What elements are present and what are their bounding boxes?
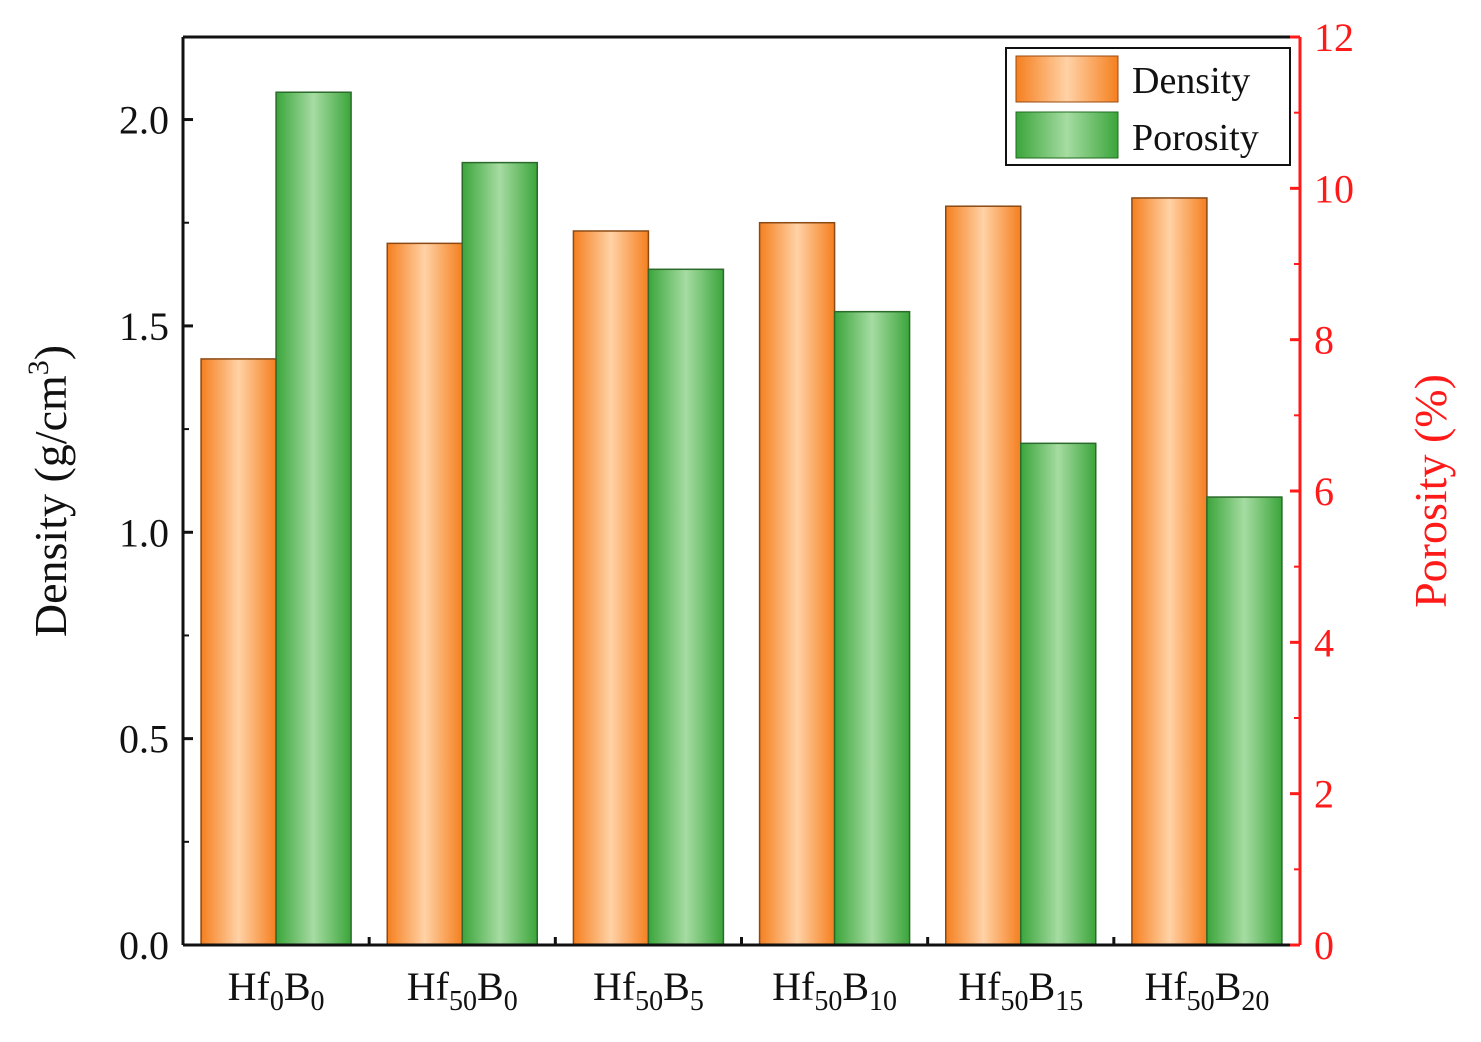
right-tick-label: 2 — [1314, 772, 1334, 817]
category-label: Hf50B10 — [772, 964, 897, 1017]
legend-label-density: Density — [1132, 60, 1250, 102]
left-axis-ticks: 0.0 0.5 1.0 1.5 2.0 — [119, 98, 193, 968]
bar-porosity-2 — [647, 268, 725, 946]
category-label: Hf50B20 — [1144, 964, 1269, 1017]
right-axis-ticks: 0 2 4 6 8 10 12 — [1290, 15, 1354, 968]
bar-porosity-3 — [833, 310, 911, 946]
y-axis-left-title: Density (g/cm3) — [22, 345, 76, 637]
bar-density-0 — [200, 358, 277, 946]
y-axis-right-title: Porosity (%) — [1405, 374, 1456, 608]
bar-porosity-5 — [1206, 496, 1283, 946]
x-axis-ticks: Hf0B0 Hf50B0 Hf50B5 Hf50B10 Hf50B15 Hf50B20 — [228, 937, 1269, 1017]
legend-label-porosity: Porosity — [1132, 117, 1259, 159]
bar-density-4 — [945, 205, 1022, 946]
left-tick-label: 2.0 — [119, 98, 169, 143]
right-tick-label: 12 — [1314, 15, 1354, 60]
right-tick-label: 10 — [1314, 166, 1354, 211]
left-tick-label: 0.5 — [119, 717, 169, 762]
bar-density-2 — [572, 230, 650, 946]
legend-swatch-porosity — [1015, 111, 1119, 159]
category-label: Hf50B0 — [407, 964, 518, 1017]
bar-porosity-0 — [275, 91, 352, 946]
category-label: Hf50B15 — [958, 964, 1083, 1017]
left-tick-label: 0.0 — [119, 923, 169, 968]
bars-layer — [200, 91, 1283, 946]
bar-density-5 — [1131, 197, 1208, 946]
legend: Density Porosity — [1005, 47, 1291, 166]
right-tick-label: 6 — [1314, 469, 1334, 514]
category-label: Hf50B5 — [593, 964, 704, 1017]
left-tick-label: 1.0 — [119, 510, 169, 555]
bar-density-1 — [386, 242, 463, 946]
bar-density-3 — [758, 221, 836, 946]
right-tick-label: 0 — [1314, 923, 1334, 968]
legend-swatch-density — [1015, 55, 1119, 103]
right-tick-label: 4 — [1314, 620, 1334, 665]
right-tick-label: 8 — [1314, 318, 1334, 363]
bar-porosity-1 — [461, 161, 538, 946]
left-tick-label: 1.5 — [119, 304, 169, 349]
bar-porosity-4 — [1020, 442, 1097, 946]
category-label: Hf0B0 — [228, 964, 325, 1017]
